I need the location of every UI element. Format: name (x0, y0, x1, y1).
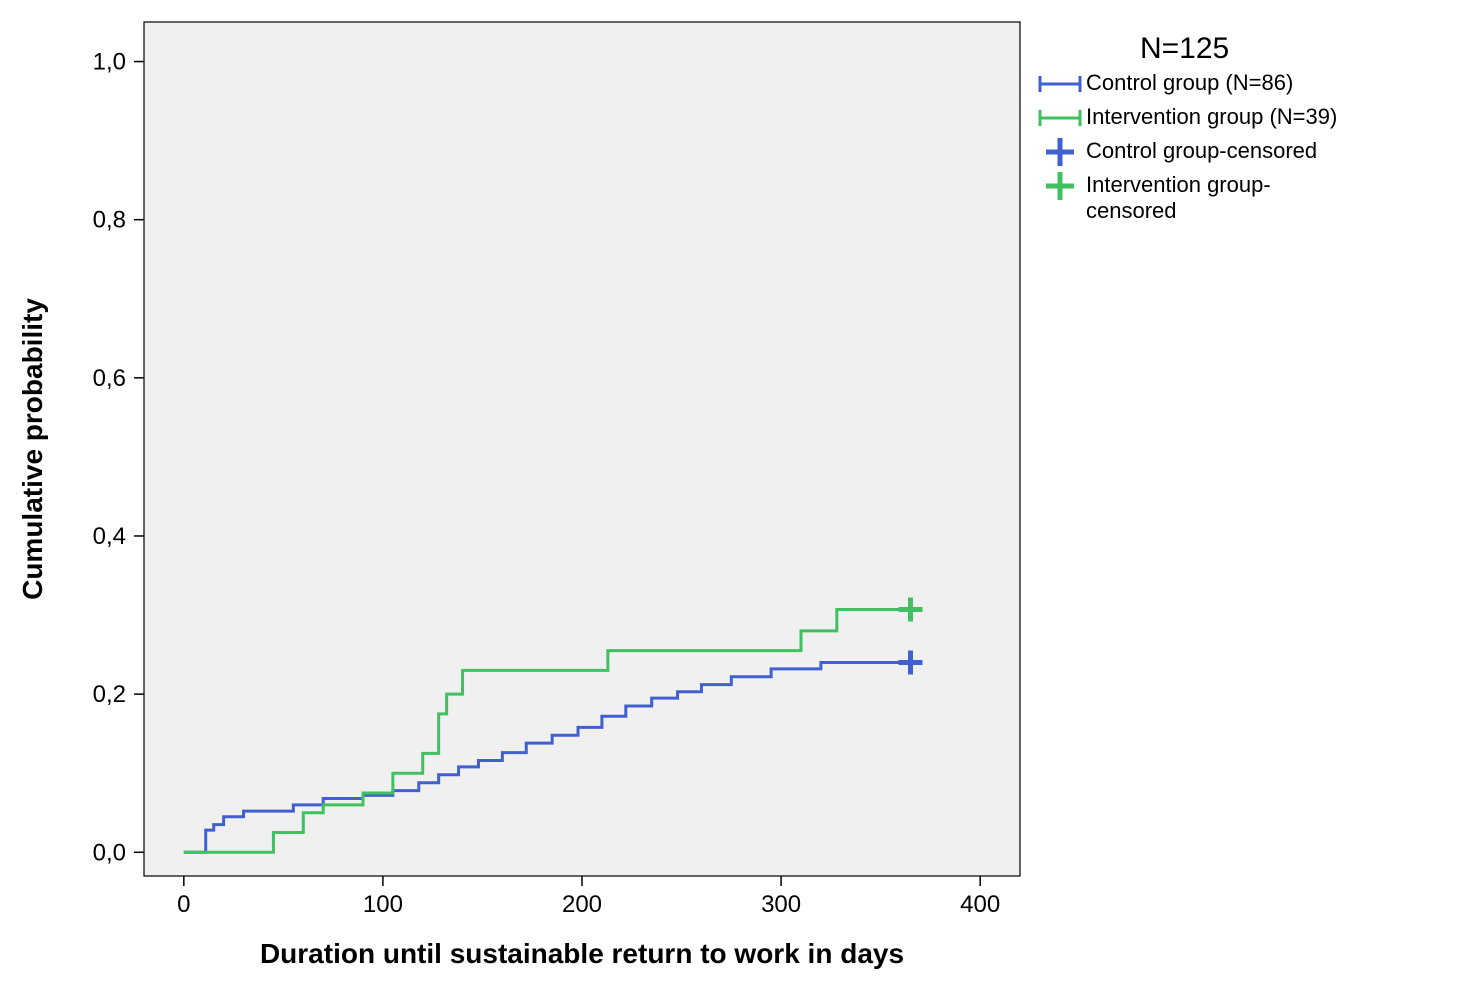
y-tick-label: 0,6 (93, 365, 126, 392)
legend-label: Control group-censored (1086, 138, 1317, 163)
y-tick-label: 0,8 (93, 207, 126, 234)
y-tick-label: 0,2 (93, 681, 126, 708)
legend-title: N=125 (1140, 32, 1229, 65)
x-tick-label: 100 (363, 891, 403, 918)
x-tick-label: 0 (177, 891, 190, 918)
y-axis-label: Cumulative probability (17, 298, 48, 600)
x-axis-label: Duration until sustainable return to wor… (260, 938, 904, 969)
chart-container: 0 100 200 300 400 0,0 0,2 0,4 0,6 0,8 1,0 Duration … (0, 0, 1476, 981)
y-tick-label: 1,0 (93, 49, 126, 76)
x-tick-label: 200 (562, 891, 602, 918)
legend-label: Intervention group (N=39) (1086, 104, 1337, 129)
legend-label: censored (1086, 198, 1177, 223)
legend-label: Control group (N=86) (1086, 70, 1293, 95)
survival-chart: 0 100 200 300 400 0,0 0,2 0,4 0,6 0,8 1,0 Duration … (0, 0, 1476, 981)
plot-area (144, 22, 1020, 876)
x-tick-label: 300 (761, 891, 801, 918)
legend-label: Intervention group- (1086, 172, 1271, 197)
y-tick-label: 0,0 (93, 839, 126, 866)
x-tick-label: 400 (960, 891, 1000, 918)
y-tick-label: 0,4 (93, 523, 126, 550)
